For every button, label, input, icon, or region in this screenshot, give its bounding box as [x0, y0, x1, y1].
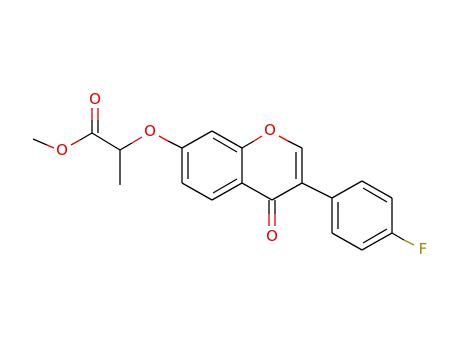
atom-label: O: [264, 121, 276, 139]
bond: [211, 130, 243, 149]
bond: [212, 137, 238, 153]
bond: [253, 135, 263, 142]
bond: [181, 130, 213, 149]
bond: [79, 132, 93, 141]
bond: [271, 182, 303, 201]
bond: [131, 136, 143, 144]
bond: [241, 182, 273, 201]
bond: [362, 187, 388, 203]
bond: [32, 138, 48, 146]
bond: [211, 182, 243, 201]
atom-label: O: [266, 227, 278, 245]
bond: [391, 232, 405, 241]
bond: [158, 135, 169, 142]
bond: [167, 140, 183, 149]
atom-label: O: [56, 141, 68, 159]
bond: [403, 239, 415, 246]
bond: [181, 182, 213, 201]
bond: [119, 142, 133, 151]
bonds: [32, 108, 415, 251]
bond: [362, 228, 388, 244]
bond: [278, 135, 289, 142]
bond: [301, 182, 333, 199]
bond: [241, 140, 255, 149]
atom-label: O: [144, 122, 156, 140]
atom-label: O: [89, 90, 101, 108]
bond: [331, 180, 363, 199]
bond: [212, 178, 238, 194]
bond: [287, 140, 303, 149]
bond: [91, 132, 121, 151]
bond: [361, 180, 393, 199]
atom-label: F: [419, 240, 428, 258]
bond: [46, 144, 55, 149]
bond: [331, 232, 363, 251]
bond: [70, 139, 81, 146]
bond: [361, 232, 393, 251]
